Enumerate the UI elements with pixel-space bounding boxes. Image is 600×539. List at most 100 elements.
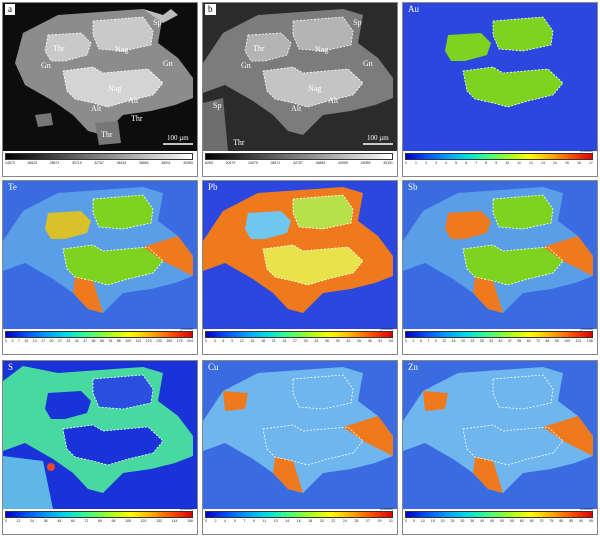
unit-label: (counts): [580, 149, 593, 153]
tick-label: 19: [460, 339, 465, 343]
tick-label: 3: [213, 339, 216, 343]
tick-label: 16: [296, 519, 301, 523]
mineral-label: Thr: [131, 114, 143, 123]
tick-label: 33: [66, 339, 71, 343]
tick-label: 175: [176, 339, 183, 343]
tick-label: 90: [579, 519, 584, 523]
mineral-label: Gn: [41, 61, 51, 70]
colorbar: [405, 511, 593, 518]
unit-label: (counts): [180, 327, 193, 331]
mineral-label: Nag: [315, 45, 328, 54]
tick-label: 2: [412, 339, 415, 343]
tick-labels: 0 2 4 5 7 9 11 13 14 16 18 20 22 24 25 27 29 31: [205, 519, 393, 527]
mineral-label: Sp: [213, 101, 221, 110]
tick-label: 12: [529, 161, 533, 165]
mineral-label: Alt: [291, 104, 302, 113]
mineral-label: Gn: [241, 61, 251, 70]
tick-label: 3: [11, 339, 14, 343]
tick-label: 55: [509, 519, 514, 523]
tick-label: 40959: [338, 161, 348, 165]
map-b: Sp Thr Nag Gn Gn Nag Alt Alt Sp Thr 100 …: [203, 3, 397, 151]
tick-label: 0: [405, 519, 407, 523]
tick-label: 96: [554, 339, 559, 343]
panel-s-map: S (counts) 0 12 24 36 48 60 72 84 96 108 120 132 144…: [2, 360, 198, 535]
tick-label: 150: [166, 339, 173, 343]
tick-label: 6: [222, 339, 225, 343]
grayscale-bar: [5, 153, 193, 160]
panel-cu-map: Cu (counts) 0 2 4 5 7 9 11 13 14 16 18 20 22 24 25 27 29…: [202, 360, 398, 535]
tick-label: 20: [319, 519, 324, 523]
tick-label: 60: [519, 519, 524, 523]
tick-label: 2: [425, 161, 428, 165]
tick-label: 20: [440, 519, 445, 523]
tick-label: 36: [325, 339, 329, 343]
tick-label: 4: [445, 161, 448, 165]
tick-label: 120: [140, 519, 147, 523]
tick-label: 26623: [27, 161, 38, 165]
tick-label: 144: [171, 519, 178, 523]
tick-labels: 0 3 6 9 12 15 18 21 24 27 30 33 36 39 42 45 48 51 54: [205, 339, 393, 347]
mineral-label: Thr: [101, 130, 113, 139]
tick-label: 30: [303, 339, 308, 343]
tick-label: 65: [529, 519, 534, 523]
mineral-label: Alt: [328, 96, 339, 105]
tick-label: 108: [125, 519, 131, 523]
mineral-label: Sp: [153, 18, 161, 27]
tick-label: 15: [430, 519, 435, 523]
mineral-label: Nag: [308, 84, 321, 93]
tick-label: 20479: [225, 161, 236, 165]
panel-label: Zn: [408, 362, 418, 372]
tick-label: 28: [479, 339, 484, 343]
unit-label: (counts): [180, 507, 193, 511]
grayscale-bar: [205, 153, 393, 160]
tick-label: 112: [135, 339, 142, 343]
tick-label: 84: [545, 339, 550, 343]
map-pb: [203, 181, 397, 329]
mineral-label: Thr: [233, 138, 245, 147]
tick-label: 123: [145, 339, 152, 343]
mineral-label: Thr: [53, 44, 65, 53]
tick-label: 156: [187, 519, 193, 523]
map-te: [3, 181, 197, 329]
tick-label: 24575: [248, 161, 258, 165]
tick-label: 136: [586, 339, 593, 343]
tick-label: 27: [365, 519, 370, 523]
tick-label: 95: [589, 519, 593, 523]
tick-label: 54: [389, 339, 393, 343]
panel-pb-map: Pb (counts) 0 3 6 9 12 15 18 21 24 27 30 33 36 39 42 45…: [202, 180, 398, 355]
tick-label: 18: [261, 339, 266, 343]
panel-label: Cu: [208, 362, 219, 372]
tick-label: 10: [420, 519, 425, 523]
tick-label: 24573: [5, 161, 15, 165]
tick-label: 9: [252, 519, 255, 523]
tick-label: 24: [342, 519, 347, 523]
unit-label: (counts): [580, 507, 593, 511]
tick-label: 0: [5, 339, 7, 343]
tick-label: 31: [389, 519, 393, 523]
tick-labels: 0 1 2 3 4 5 6 7 8 9 10 11 12 13 14 15 16 17: [405, 161, 593, 169]
tick-labels: 8283 20479 24575 28671 32767 36863 40959 45055 4…: [205, 161, 393, 169]
tick-label: 60: [70, 519, 75, 523]
unit-label: (counts): [380, 327, 393, 331]
tick-label: 55: [517, 339, 522, 343]
tick-label: 49151: [383, 161, 393, 165]
tick-label: 5: [419, 339, 422, 343]
tick-label: 204: [187, 339, 193, 343]
tick-label: 0: [5, 519, 7, 523]
tick-label: 24: [282, 339, 287, 343]
tick-label: 51: [378, 339, 383, 343]
tick-label: 50: [500, 519, 504, 523]
tick-label: 39: [335, 339, 340, 343]
tick-label: 33: [489, 339, 494, 343]
tick-label: 75: [549, 519, 554, 523]
tick-label: 6: [465, 161, 468, 165]
tick-label: 10: [24, 339, 29, 343]
unit-label: (counts): [380, 507, 393, 511]
panel-b-se: Sp Thr Nag Gn Gn Nag Alt Alt Sp Thr 100 …: [202, 2, 398, 177]
panel-sb-map: Sb (counts) 0 2 5 7 9 12 16 19 23 28 33 40 47 55 63 72 8…: [402, 180, 598, 355]
tick-label: 11: [517, 161, 521, 165]
tick-label: 35: [470, 519, 475, 523]
map-a: Sp Thr Nag Gn Gn Nag Alt Alt Thr Thr 100…: [3, 3, 197, 151]
tick-label: 38911: [161, 161, 171, 165]
tick-label: 20: [49, 339, 54, 343]
